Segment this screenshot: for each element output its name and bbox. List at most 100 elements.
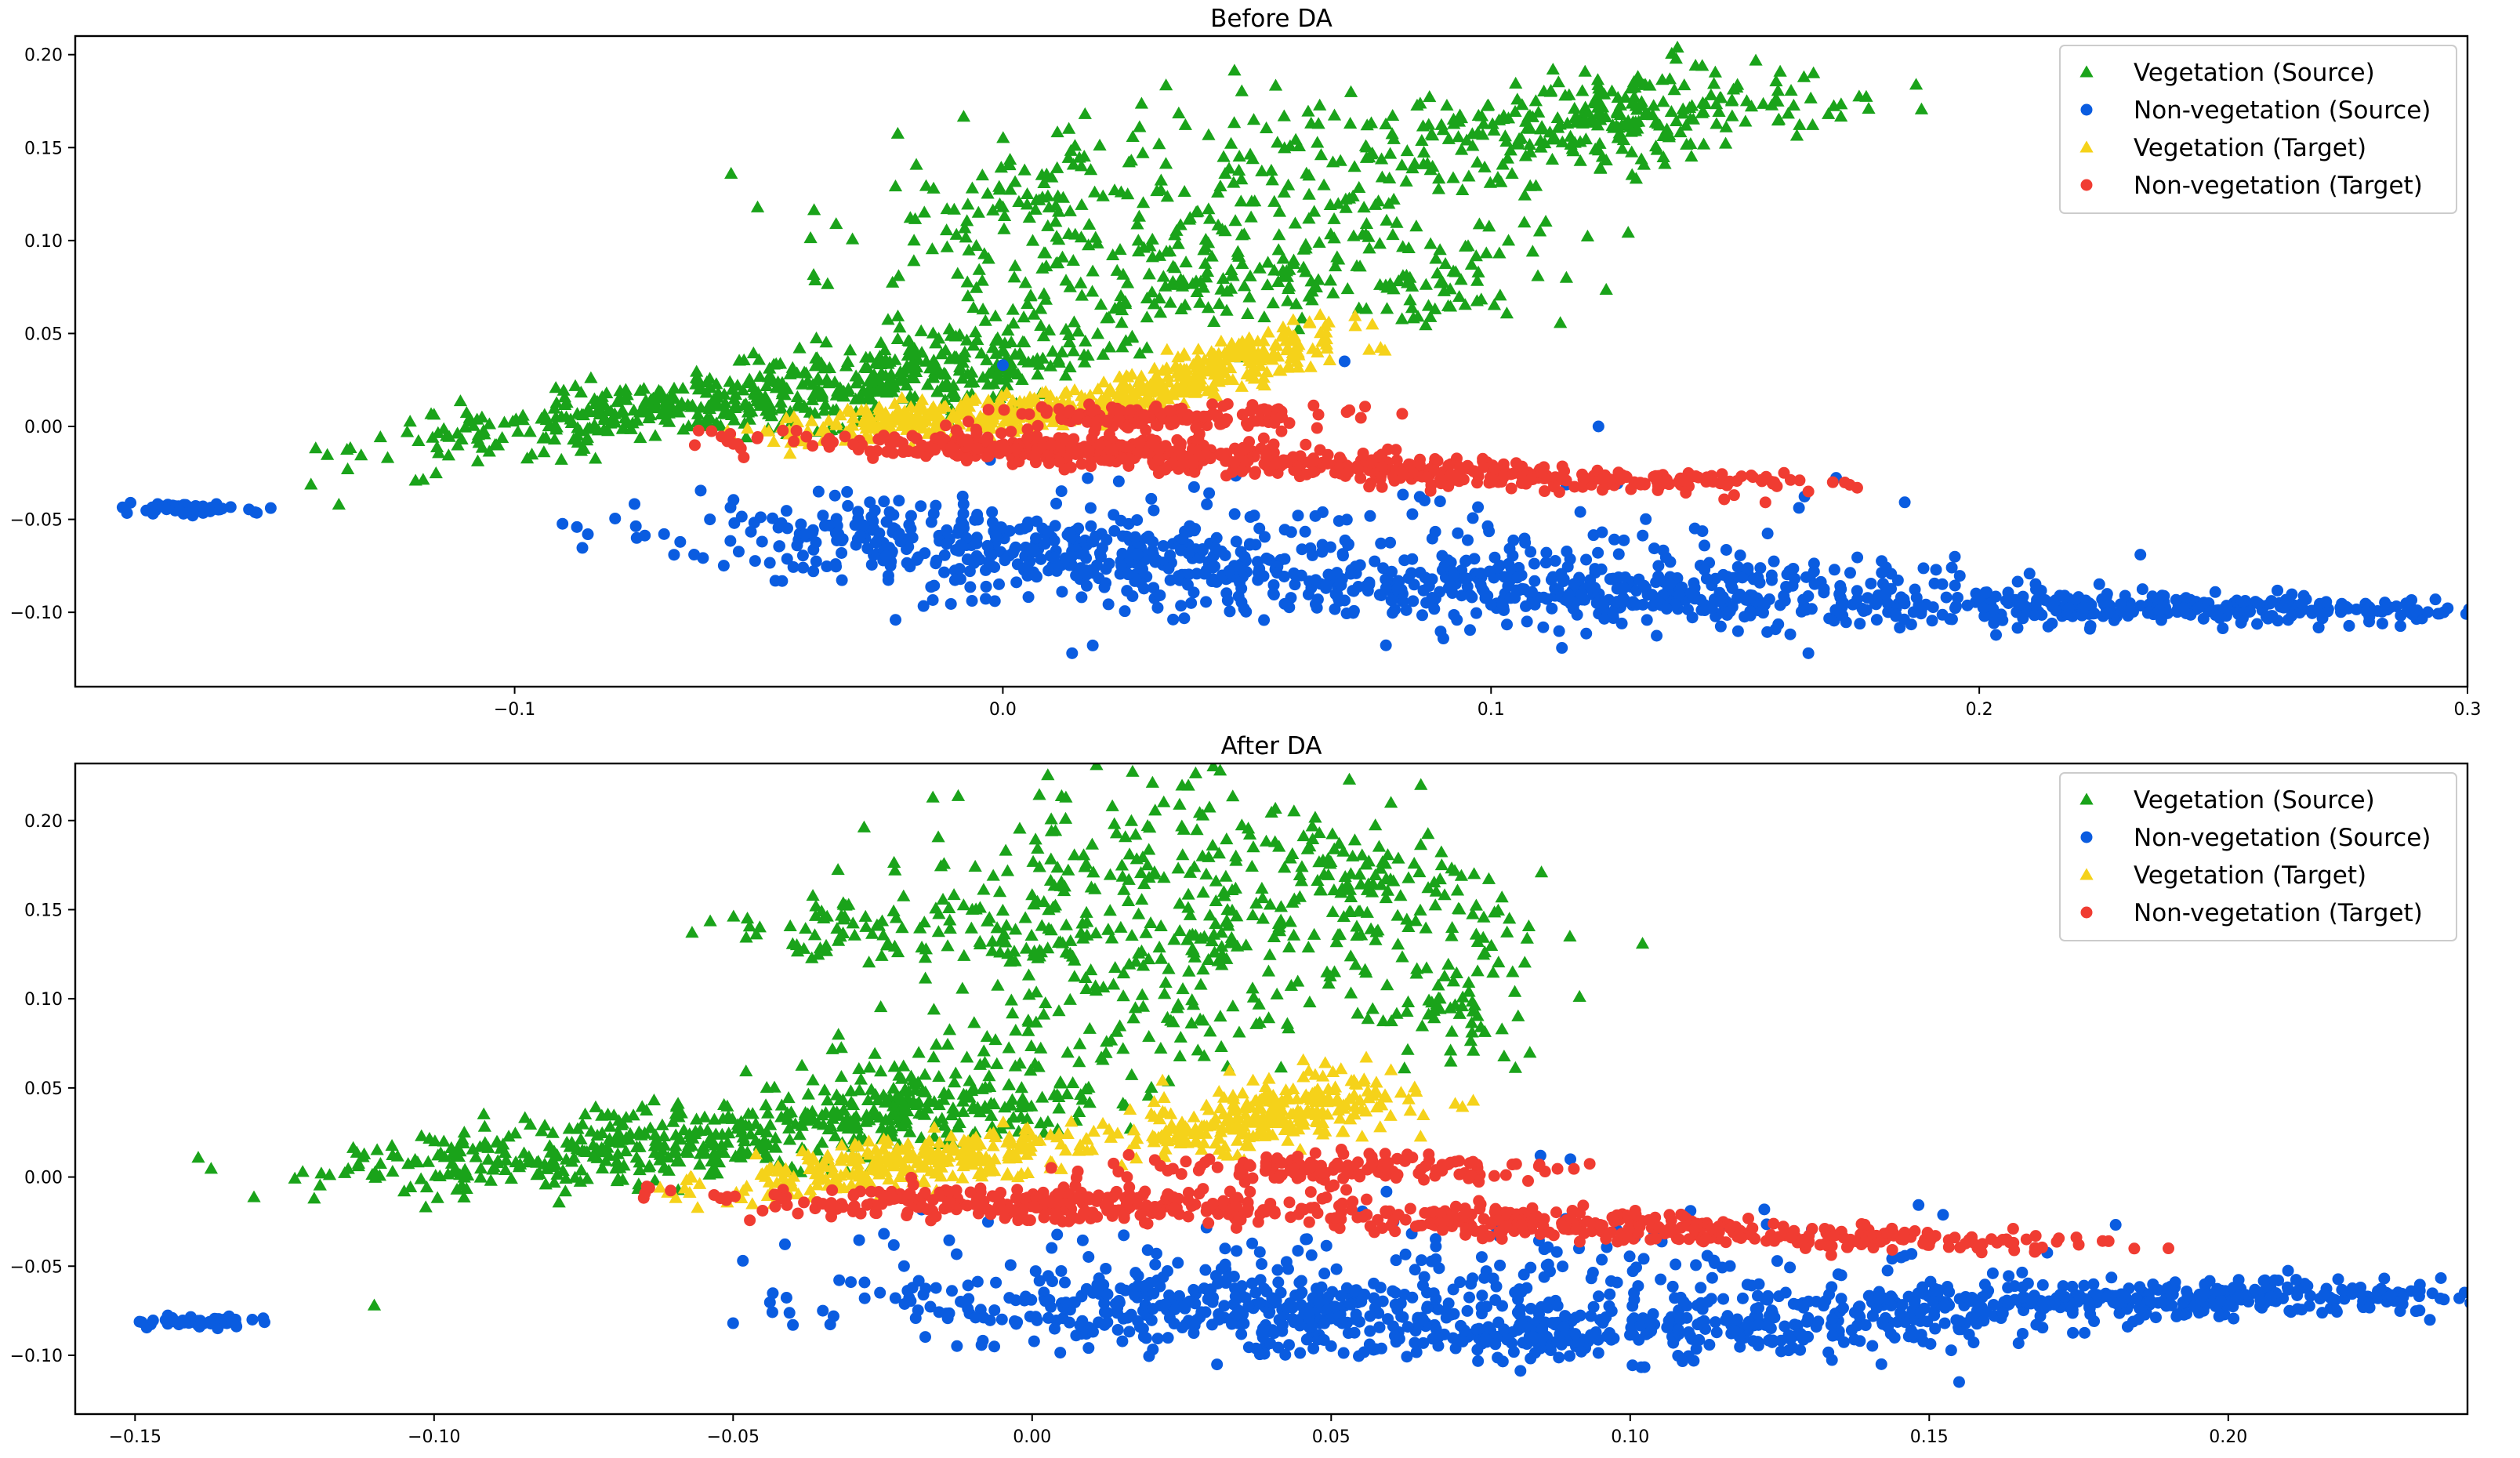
triangle-point	[1152, 292, 1166, 304]
triangle-point	[1083, 163, 1098, 176]
triangle-point	[1339, 201, 1353, 213]
circle-point	[1740, 593, 1753, 606]
triangle-point	[1022, 210, 1036, 223]
triangle-point	[767, 434, 781, 448]
triangle-point	[1282, 281, 1296, 294]
triangle-point	[763, 374, 777, 387]
triangle-point	[1120, 276, 1135, 288]
triangle-point	[803, 231, 818, 244]
triangle-point	[1008, 923, 1023, 935]
circle-point	[1597, 597, 1609, 610]
triangle-point	[619, 393, 633, 405]
triangle-point	[1085, 837, 1100, 850]
circle-point	[2460, 608, 2467, 620]
circle-point	[1574, 506, 1586, 518]
triangle-point	[1699, 96, 1713, 110]
circle-point	[1133, 437, 1146, 449]
triangle-point	[502, 1130, 516, 1142]
triangle-point	[1139, 382, 1153, 394]
circle-point	[955, 515, 968, 528]
triangle-point	[964, 921, 978, 934]
circle-point	[1478, 461, 1490, 473]
triangle-point	[1090, 236, 1104, 248]
triangle-point	[951, 789, 966, 801]
triangle-point	[523, 425, 537, 437]
triangle-point	[1014, 1081, 1028, 1094]
circle-point	[1380, 582, 1392, 594]
circle-point	[1556, 460, 1568, 473]
triangle-point	[739, 430, 753, 443]
circle-point	[1397, 488, 1409, 501]
circle-point	[1312, 408, 1325, 421]
triangle-point	[584, 1124, 598, 1137]
triangle-point	[1150, 184, 1164, 197]
triangle-point	[634, 1128, 648, 1141]
triangle-point	[1452, 289, 1467, 303]
triangle-point	[1028, 832, 1042, 845]
triangle-point	[1008, 259, 1022, 271]
circle-point	[1396, 408, 1409, 420]
triangle-point	[1859, 89, 1873, 102]
triangle-point	[1749, 53, 1763, 66]
circle-point	[1311, 422, 1323, 434]
triangle-point	[907, 234, 921, 246]
triangle-point	[1695, 59, 1710, 71]
circle-point	[1148, 504, 1160, 517]
triangle-point	[403, 415, 417, 427]
triangle-point	[430, 440, 444, 453]
circle-point	[1235, 582, 1248, 595]
circle-point	[1444, 579, 1456, 592]
triangle-point	[437, 1150, 451, 1162]
triangle-point	[1362, 241, 1376, 254]
circle-point	[1209, 560, 1221, 573]
triangle-point	[1276, 320, 1290, 332]
triangle-point	[1222, 161, 1236, 174]
triangle-point	[894, 364, 908, 378]
triangle-point	[1156, 270, 1170, 282]
triangle-point	[1001, 324, 1015, 336]
circle-point	[1206, 408, 1219, 420]
triangle-point	[1589, 96, 1603, 109]
circle-point	[1260, 552, 1273, 564]
triangle-point	[716, 1112, 730, 1124]
triangle-point	[1281, 294, 1295, 306]
circle-point	[2272, 584, 2284, 597]
triangle-point	[918, 951, 933, 963]
triangle-point	[1311, 345, 1325, 357]
triangle-point	[1464, 257, 1479, 270]
triangle-point	[1594, 113, 1608, 125]
triangle-point	[874, 1000, 888, 1013]
circle-point	[1187, 458, 1199, 470]
triangle-point	[1455, 143, 1469, 155]
circle-point	[1851, 585, 1863, 597]
triangle-point	[859, 350, 873, 363]
triangle-point	[980, 353, 994, 365]
circle-point	[1585, 581, 1597, 593]
triangle-point	[1318, 318, 1333, 331]
circle-point	[2209, 609, 2221, 622]
triangle-point	[437, 1134, 451, 1147]
triangle-point	[874, 367, 888, 379]
triangle-point	[1499, 306, 1514, 319]
circle-point	[842, 499, 854, 512]
triangle-point	[1573, 135, 1587, 147]
triangle-point	[868, 1087, 883, 1100]
circle-point	[1424, 484, 1437, 497]
circle-point	[1386, 565, 1398, 578]
triangle-point	[400, 425, 415, 437]
triangle-point	[1183, 908, 1198, 920]
triangle-point	[929, 1038, 944, 1050]
triangle-point	[1148, 361, 1162, 374]
triangle-point	[894, 1092, 908, 1104]
triangle-point	[690, 415, 705, 428]
triangle-point	[808, 273, 822, 286]
circle-point	[1090, 530, 1102, 542]
triangle-point	[879, 414, 894, 426]
triangle-point	[1225, 267, 1239, 281]
triangle-point	[685, 398, 700, 411]
circle-point	[1206, 398, 1219, 411]
circle-point	[1474, 567, 1487, 579]
triangle-point	[981, 914, 995, 927]
legend: Vegetation (Source)Non-vegetation (Sourc…	[2059, 45, 2457, 214]
triangle-point	[1834, 110, 1848, 122]
